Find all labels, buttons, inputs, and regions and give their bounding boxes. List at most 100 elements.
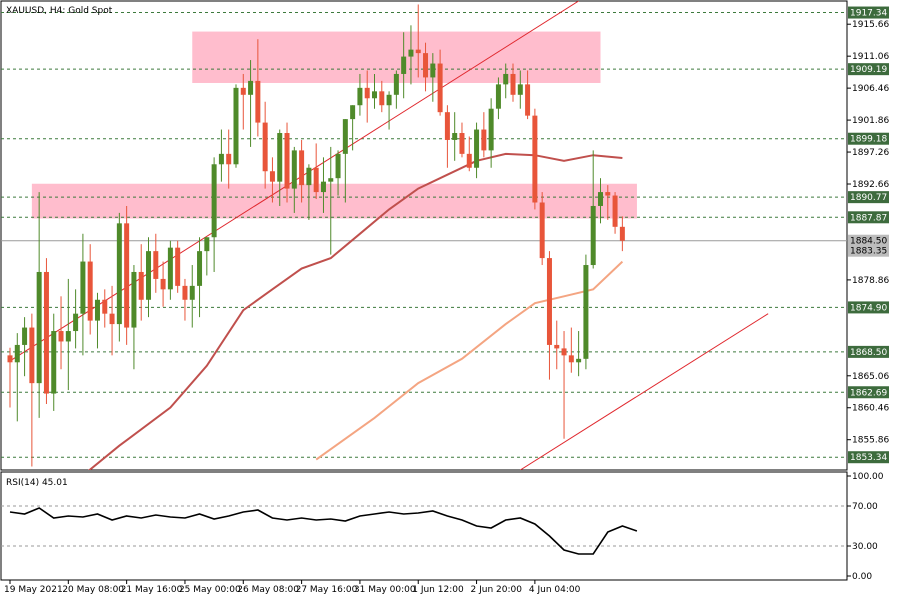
candle-body xyxy=(488,108,494,151)
candle-body xyxy=(116,223,122,325)
level-price-tag xyxy=(848,191,889,204)
candle-body xyxy=(14,344,20,363)
candle-body xyxy=(211,164,217,238)
candle-body xyxy=(197,251,203,286)
price-tick-label: 1878.86 xyxy=(852,276,889,286)
candle-body xyxy=(474,129,480,168)
level-price-tag-text: 1899.18 xyxy=(850,135,887,145)
rsi-pane-frame xyxy=(0,471,848,581)
candle-body xyxy=(393,73,399,95)
level-price-tag-text: 1874.90 xyxy=(850,303,887,313)
candle-body xyxy=(58,331,64,342)
candle-body xyxy=(102,299,108,314)
rsi-tick-label: 0.00 xyxy=(852,572,872,582)
moving-average-line xyxy=(88,152,623,470)
candle-body xyxy=(80,261,86,314)
candle-body xyxy=(342,119,348,154)
time-tick-label: 26 May 08:00 xyxy=(237,585,299,595)
horizontal-levels xyxy=(1,12,847,458)
candle-body xyxy=(36,271,42,384)
candle-body xyxy=(22,327,28,345)
candle-body xyxy=(452,133,458,140)
candle-body xyxy=(372,91,377,99)
candlesticks xyxy=(7,4,625,467)
time-tick-label: 4 Jun 04:00 xyxy=(529,585,581,595)
candle-body xyxy=(605,192,611,196)
candle-body xyxy=(444,112,450,140)
current-price-tag-text: 1884.50 xyxy=(850,237,887,247)
rsi-title: RSI(14) 45.01 xyxy=(6,478,68,488)
candle-body xyxy=(554,344,560,349)
candle-body xyxy=(146,251,152,300)
candle-body xyxy=(306,167,312,186)
candle-body xyxy=(466,153,472,168)
candle-body xyxy=(284,133,290,189)
candle-body xyxy=(612,195,618,227)
rsi-tick-label: 100.00 xyxy=(852,472,884,482)
rsi-pane xyxy=(1,505,847,555)
level-price-tag xyxy=(848,211,889,224)
candle-body xyxy=(510,73,516,95)
candle-body xyxy=(430,63,436,78)
level-price-tag-text: 1887.87 xyxy=(850,213,887,223)
price-tick-label: 1855.86 xyxy=(852,436,889,446)
candle-body xyxy=(218,153,224,165)
candle-body xyxy=(204,237,210,252)
level-price-tag xyxy=(848,345,889,358)
time-tick-label: 20 May 08:00 xyxy=(62,585,124,595)
candle-body xyxy=(29,327,35,384)
candle-body xyxy=(386,94,392,106)
price-axis: 1915.66 1911.06 1906.46 1901.86 1897.26 1892.… xyxy=(847,6,889,464)
price-tick-label: 1911.06 xyxy=(852,52,889,62)
current-price-tag xyxy=(848,234,889,247)
candle-body xyxy=(423,53,429,78)
candle-body xyxy=(335,153,341,179)
candle-body xyxy=(583,265,589,359)
candle-body xyxy=(299,150,305,186)
price-tick-label: 1901.86 xyxy=(852,116,889,126)
chart-title: XAUUSD, H4: Gold Spot xyxy=(6,6,113,16)
price-tick-label: 1915.66 xyxy=(852,20,889,30)
candle-body xyxy=(7,355,13,363)
candle-body xyxy=(517,84,523,95)
time-tick-label: 21 May 16:00 xyxy=(121,585,183,595)
price-tick-label: 1906.46 xyxy=(852,84,889,94)
candle-body xyxy=(291,150,297,189)
price-zone xyxy=(31,183,637,219)
current-price-tag-text: 1883.35 xyxy=(850,247,887,257)
candle-body xyxy=(590,205,596,266)
candle-body xyxy=(437,63,443,113)
candle-body xyxy=(131,271,137,328)
candle-body xyxy=(51,331,57,394)
candle-body xyxy=(189,285,195,300)
level-price-tag-text: 1917.34 xyxy=(850,9,887,19)
candle-body xyxy=(43,271,49,394)
candle-body xyxy=(313,167,319,193)
candle-body xyxy=(175,247,181,286)
candle-body xyxy=(401,56,407,74)
candle-body xyxy=(415,49,421,54)
time-tick-label: 27 May 16:00 xyxy=(296,585,358,595)
rsi-tick-label: 30.00 xyxy=(852,542,878,552)
candle-body xyxy=(269,171,275,182)
candle-body xyxy=(379,91,385,106)
candle-body xyxy=(503,73,509,85)
candle-body xyxy=(248,80,254,95)
candle-body xyxy=(255,80,261,123)
candle-body xyxy=(226,153,232,165)
level-price-tag-text: 1890.77 xyxy=(850,193,887,203)
candle-body xyxy=(109,313,115,325)
candle-body xyxy=(328,178,334,182)
candle-body xyxy=(568,355,574,363)
candle-body xyxy=(320,181,326,193)
price-tick-label: 1892.66 xyxy=(852,180,889,190)
level-price-tag xyxy=(848,6,889,19)
level-price-tag-text: 1909.19 xyxy=(850,65,887,75)
candle-body xyxy=(495,84,501,109)
main-pane-frame xyxy=(0,0,848,471)
level-price-tag xyxy=(848,451,889,464)
candle-body xyxy=(87,261,93,321)
candle-body xyxy=(597,192,603,206)
